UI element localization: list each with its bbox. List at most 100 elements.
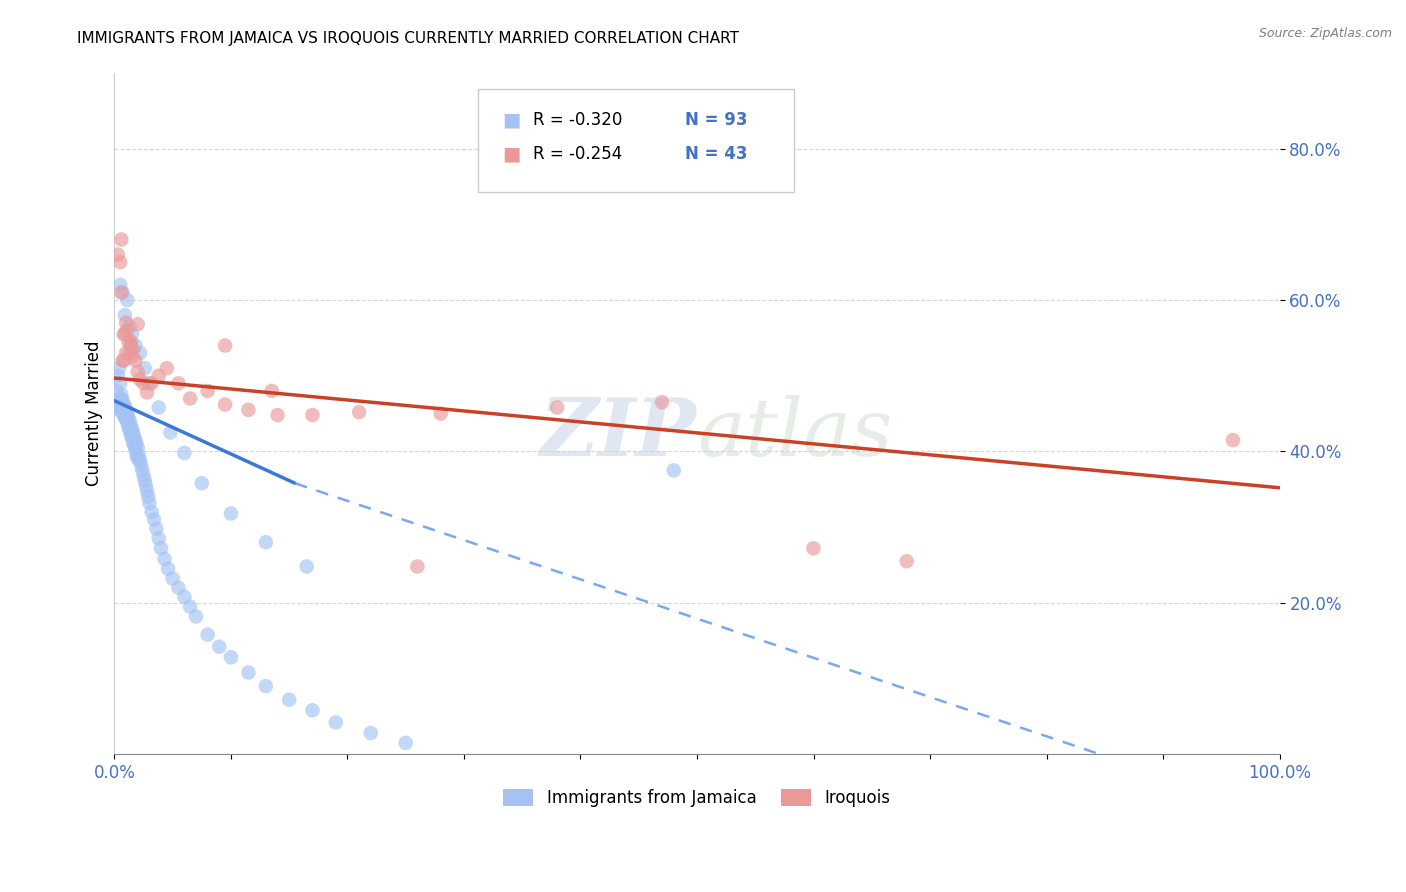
Text: atlas: atlas <box>697 395 893 473</box>
Point <box>295 559 318 574</box>
Legend: Immigrants from Jamaica, Iroquois: Immigrants from Jamaica, Iroquois <box>496 782 897 814</box>
Point <box>128 448 150 462</box>
Point <box>111 399 134 413</box>
Point <box>112 353 135 368</box>
Text: Source: ZipAtlas.com: Source: ZipAtlas.com <box>1258 27 1392 40</box>
Point <box>111 405 134 419</box>
Point <box>120 417 142 432</box>
Point <box>214 397 236 411</box>
Point <box>108 361 131 376</box>
Text: ■: ■ <box>502 145 520 164</box>
Point <box>121 350 143 364</box>
Point <box>122 343 145 357</box>
Point <box>121 431 143 445</box>
Point <box>118 414 141 428</box>
Point <box>107 368 129 383</box>
Point <box>108 402 131 417</box>
Point <box>112 402 135 417</box>
Point <box>112 397 135 411</box>
Point <box>111 392 134 407</box>
Point <box>125 437 148 451</box>
Point <box>114 399 136 413</box>
Point <box>138 376 160 391</box>
Point <box>651 395 673 409</box>
Point <box>111 353 134 368</box>
Point <box>127 365 149 379</box>
Y-axis label: Currently Married: Currently Married <box>86 341 103 486</box>
Text: N = 43: N = 43 <box>685 145 747 163</box>
Point <box>129 458 152 472</box>
Text: IMMIGRANTS FROM JAMAICA VS IROQUOIS CURRENTLY MARRIED CORRELATION CHART: IMMIGRANTS FROM JAMAICA VS IROQUOIS CURR… <box>77 31 740 46</box>
Point <box>254 535 277 549</box>
Point <box>110 392 132 406</box>
Point <box>124 433 146 447</box>
Point <box>115 323 138 337</box>
Point <box>208 640 231 654</box>
Point <box>135 478 157 492</box>
Point <box>156 361 179 376</box>
Point <box>107 247 129 261</box>
Point <box>105 384 128 398</box>
Point <box>125 448 148 462</box>
Point <box>197 627 219 641</box>
Point <box>115 407 138 421</box>
Point <box>406 559 429 574</box>
Point <box>115 416 138 430</box>
Text: R = -0.320: R = -0.320 <box>533 112 623 129</box>
Point <box>121 422 143 436</box>
Point <box>162 572 184 586</box>
Point <box>238 665 260 680</box>
Point <box>896 554 918 568</box>
Point <box>136 490 159 504</box>
Point <box>197 384 219 398</box>
Point <box>184 609 207 624</box>
Point <box>110 255 132 269</box>
Point <box>173 590 195 604</box>
Point <box>136 385 159 400</box>
Point <box>110 387 132 401</box>
Point <box>260 384 283 398</box>
Point <box>117 420 139 434</box>
Point <box>120 338 142 352</box>
Point <box>115 408 138 422</box>
Point <box>156 562 179 576</box>
Point <box>110 277 132 292</box>
Point <box>347 405 370 419</box>
Point <box>117 334 139 349</box>
Point <box>115 412 138 426</box>
Point <box>143 512 166 526</box>
Point <box>124 353 146 368</box>
Point <box>122 438 145 452</box>
Point <box>131 463 153 477</box>
Point <box>111 285 134 300</box>
Point <box>662 463 685 477</box>
Point <box>129 453 152 467</box>
Point <box>301 703 323 717</box>
Point <box>110 233 132 247</box>
Point <box>134 473 156 487</box>
Point <box>127 318 149 332</box>
Point <box>148 401 170 415</box>
Point <box>132 376 155 391</box>
Point <box>136 483 159 498</box>
Point <box>110 402 132 417</box>
Point <box>129 346 152 360</box>
Point <box>219 507 242 521</box>
Point <box>129 372 152 386</box>
Point <box>115 402 138 417</box>
Point <box>395 736 418 750</box>
Point <box>118 319 141 334</box>
Point <box>148 368 170 383</box>
Point <box>124 338 146 352</box>
Point <box>167 581 190 595</box>
Point <box>1222 433 1244 447</box>
Text: N = 93: N = 93 <box>685 112 747 129</box>
Point <box>107 399 129 413</box>
Point <box>127 441 149 455</box>
Point <box>148 532 170 546</box>
Text: ZIP: ZIP <box>540 395 697 473</box>
Point <box>115 293 138 307</box>
Point <box>110 399 132 413</box>
Point <box>803 541 825 556</box>
Point <box>167 376 190 391</box>
